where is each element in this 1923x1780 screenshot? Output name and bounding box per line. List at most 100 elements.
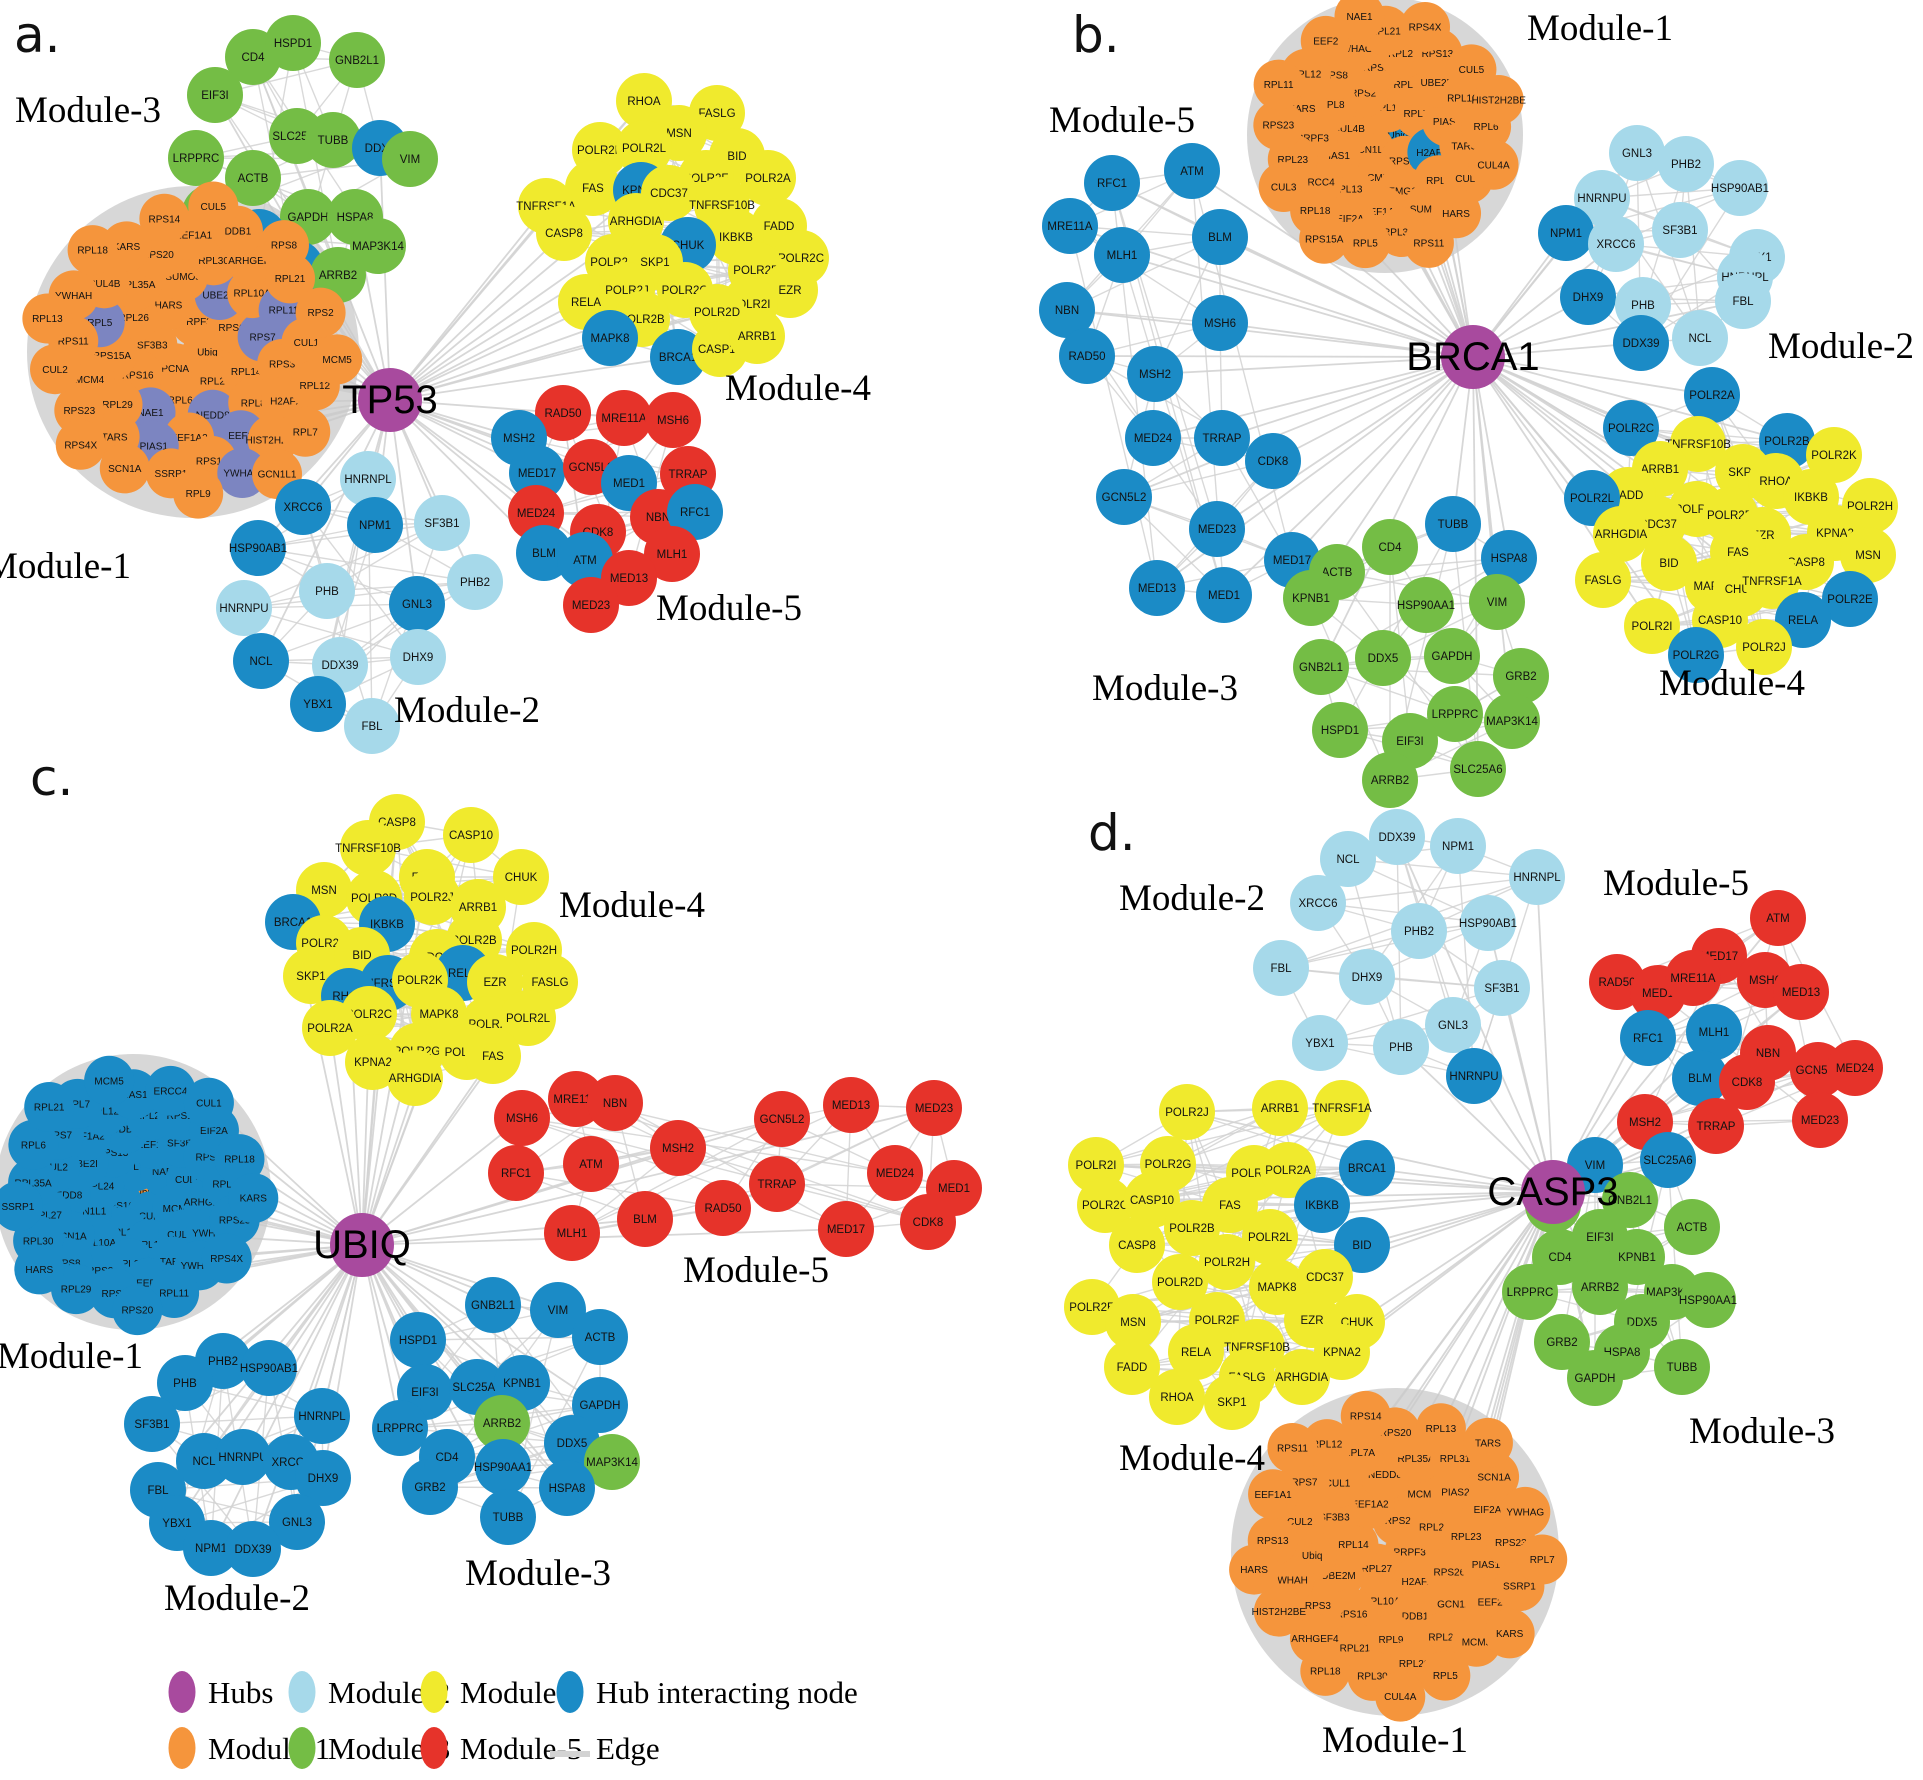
network-node	[1267, 1422, 1318, 1473]
network-node	[1398, 577, 1454, 633]
node-label: DDX5	[557, 1438, 588, 1450]
node-label: RPL6	[1474, 122, 1499, 133]
network-node	[1572, 1259, 1628, 1315]
node-label: RPL26	[1428, 1633, 1459, 1644]
node-label: TARS	[160, 1257, 186, 1268]
node-label: CUL2	[42, 1163, 68, 1174]
node-label: EZR	[484, 977, 507, 989]
node-label: POLR2H	[1204, 1257, 1250, 1269]
node-label: PHB2	[208, 1356, 238, 1368]
hub-edge	[1320, 356, 1474, 668]
node-label: MAP3K14	[1486, 716, 1538, 728]
node-label: MSH2	[1139, 369, 1171, 381]
node-label: ATM	[1180, 166, 1203, 178]
hub-edge	[1536, 876, 1554, 1193]
node-label: RPL24	[1419, 1523, 1450, 1534]
node-label: HNRNPU	[1577, 193, 1626, 205]
node-label: HARS	[1240, 1565, 1268, 1576]
node-label: NPM1	[1442, 841, 1474, 853]
network-node	[387, 1050, 443, 1106]
node-label: SCN1A	[53, 1231, 87, 1242]
network-node	[544, 1205, 600, 1261]
node-label: RPS23	[219, 1215, 251, 1226]
module-label: Module-3	[1092, 668, 1238, 709]
network-node	[582, 310, 638, 366]
network-node	[1124, 1172, 1180, 1228]
edge	[571, 1118, 783, 1234]
node-label: FASLG	[698, 108, 735, 120]
node-label: RPS14	[1350, 1411, 1382, 1422]
network-node	[536, 205, 592, 261]
node-label: RPL35A	[14, 1178, 52, 1189]
network-node	[1460, 895, 1516, 951]
network-node	[1334, 1217, 1390, 1273]
network-node	[1105, 1294, 1161, 1350]
network-node	[1293, 639, 1349, 695]
node-label: UBE2M	[202, 291, 236, 302]
network-node	[1290, 875, 1346, 931]
network-node	[1484, 1608, 1535, 1659]
network-node	[1425, 997, 1481, 1053]
network-node	[55, 419, 106, 470]
node-label: MED13	[1782, 987, 1820, 999]
legend-label: Hub interacting node	[596, 1675, 858, 1710]
node-label: KPNA2	[1323, 1347, 1361, 1359]
network-node	[480, 1489, 536, 1545]
node-label: CD4	[1378, 542, 1402, 554]
node-label: RPL7	[293, 427, 318, 438]
node-label: CASP8	[378, 817, 416, 829]
node-label: RPL11	[1264, 80, 1294, 91]
network-node	[1574, 170, 1630, 226]
network-node	[1274, 1349, 1330, 1405]
node-label: POLR2J	[1742, 642, 1785, 654]
node-label: MRE11A	[601, 413, 646, 425]
node-label: MCM5	[1359, 173, 1389, 184]
node-label: RHOA	[1160, 1392, 1194, 1404]
hub-edge	[1066, 309, 1474, 358]
node-label: MSH6	[1749, 975, 1781, 987]
node-label: PHB2	[1404, 926, 1434, 938]
node-label: RAD50	[1068, 351, 1105, 363]
node-label: RPL5	[1433, 1671, 1458, 1682]
network-node	[1196, 567, 1252, 623]
edge	[257, 547, 476, 583]
node-label: MLH1	[657, 549, 688, 561]
node-label: HSPD1	[399, 1335, 437, 1347]
node-label: YWHAG	[181, 1261, 219, 1272]
node-label: HNRNPL	[1513, 872, 1561, 884]
node-label: CUL4B	[1333, 124, 1366, 135]
network-node	[1340, 1390, 1391, 1441]
labels-layer: Module-5 Module-1 Module-2 Module-4 Module-3…	[1049, 6, 1914, 709]
hub-node	[1441, 325, 1505, 389]
node-label: ARRB2	[483, 1418, 521, 1430]
network-node	[1481, 530, 1537, 586]
node-label: RPL30	[1357, 1671, 1388, 1682]
hub-edge	[361, 1055, 494, 1246]
node-label: HSPD1	[1321, 725, 1359, 737]
network-node	[30, 344, 81, 395]
node-label: YBX1	[303, 699, 332, 711]
node-label: ARRB1	[459, 902, 497, 914]
edge	[776, 1183, 955, 1189]
edge	[1319, 987, 1503, 1044]
node-label: MCM4	[163, 1204, 193, 1215]
node-label: VIM	[1487, 597, 1507, 609]
node-label: HIST2H2BE	[245, 435, 300, 446]
node-label: MRE11A	[1047, 221, 1092, 233]
panel-letter-b: b.	[1072, 6, 1120, 64]
node-label: RPL23	[1277, 155, 1308, 166]
node-label: IKBKB	[370, 919, 404, 931]
network-node	[1462, 1417, 1513, 1468]
node-label: RPL8	[241, 398, 266, 409]
node-label: MAP3K14	[586, 1457, 638, 1469]
node-label: XRCC6	[284, 502, 323, 514]
network-node	[1680, 1272, 1736, 1328]
node-label: ARHGEF4	[1291, 1634, 1339, 1645]
node-label: MLH1	[1699, 1027, 1730, 1039]
node-label: NBN	[603, 1098, 627, 1110]
node-label: RPL7	[1530, 1555, 1555, 1566]
network-node	[1538, 205, 1594, 261]
node-label: SF3B3	[137, 340, 168, 351]
node-label: RPS11	[1413, 238, 1444, 249]
hub-edge	[1221, 356, 1474, 439]
